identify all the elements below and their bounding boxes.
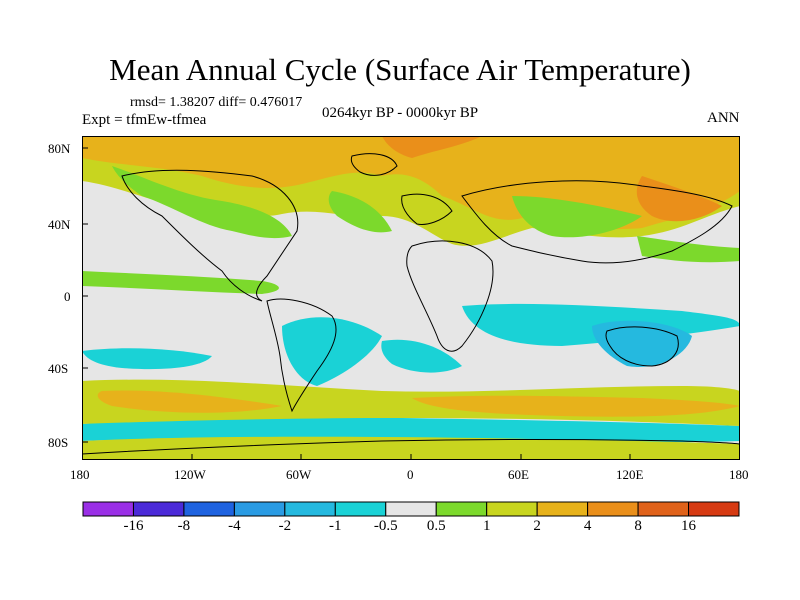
colorbar-swatch — [233, 501, 286, 517]
colorbar-swatch — [536, 501, 589, 517]
colorbar-label: -1 — [329, 518, 342, 534]
colorbar — [82, 501, 740, 517]
ylabel-80s: 80S — [48, 435, 69, 450]
coast-antarctica — [82, 439, 740, 455]
xlabel-120w: 120W — [174, 467, 206, 482]
region-pacific-green — [637, 236, 740, 263]
colorbar-swatch — [486, 501, 538, 517]
colorbar-swatch — [385, 501, 437, 517]
region-asia-warm — [636, 176, 722, 222]
experiment-label: Expt = tfmEw-tfmea — [82, 112, 207, 128]
region-southern-strong — [97, 390, 283, 413]
colorbar-label: 2 — [533, 518, 541, 534]
region-siberia-warm — [382, 136, 482, 158]
ylabel-0: 0 — [64, 289, 71, 304]
colorbar-label: -2 — [278, 518, 292, 534]
coast-australia — [605, 326, 679, 367]
coast-south-america — [266, 298, 337, 413]
colorbar-label: -0.5 — [373, 518, 398, 534]
coast-asia — [461, 180, 733, 264]
colorbar-label: 8 — [634, 518, 642, 534]
colorbar-label: -4 — [228, 518, 241, 534]
colorbar-label: 16 — [681, 518, 697, 534]
temperature-map — [82, 136, 740, 460]
xlabel-180-left: 180 — [70, 467, 90, 482]
region-southern-strong2 — [412, 395, 740, 417]
coast-north-america — [121, 169, 299, 302]
region-atlantic-green — [328, 191, 392, 233]
colorbar-swatch — [688, 501, 740, 517]
coast-africa — [406, 240, 494, 352]
region-pacific-cool — [82, 348, 212, 370]
xlabel-180-right: 180 — [729, 467, 749, 482]
colorbar-label: 4 — [583, 518, 592, 534]
plot-title: Mean Annual Cycle (Surface Air Temperatu… — [109, 52, 691, 87]
xlabel-60e: 60E — [508, 467, 529, 482]
xlabel-120e: 120E — [616, 467, 644, 482]
colorbar-label: 0.5 — [426, 518, 446, 534]
region-samerica-cool — [282, 317, 382, 386]
coast-greenland — [350, 153, 398, 176]
xlabel-60w: 60W — [286, 467, 312, 482]
colorbar-swatch — [132, 501, 185, 517]
colorbar-label: -16 — [123, 518, 144, 534]
ylabel-40s: 40S — [48, 361, 69, 376]
region-namerica-green — [112, 166, 292, 239]
colorbar-swatch — [435, 501, 488, 517]
colorbar-swatch — [82, 501, 134, 517]
colorbar-swatch — [587, 501, 639, 517]
region-southatlantic-cool — [381, 339, 462, 373]
xlabel-0: 0 — [407, 467, 414, 482]
period-label: 0264kyr BP - 0000kyr BP — [322, 105, 479, 121]
colorbar-label: 1 — [482, 518, 491, 534]
colorbar-swatch — [183, 501, 235, 517]
stats-label: rmsd= 1.38207 diff= 0.476017 — [130, 95, 303, 110]
coast-europe — [401, 193, 453, 225]
region-asia-green — [512, 196, 642, 238]
colorbar-swatch — [284, 501, 336, 517]
region-atlantic-band — [82, 271, 279, 294]
region-antarctic-warm — [82, 436, 740, 460]
colorbar-label: -8 — [177, 518, 191, 534]
colorbar-swatch — [637, 501, 690, 517]
region-southern-cool — [82, 417, 740, 443]
ylabel-80n: 80N — [48, 141, 71, 156]
colorbar-swatch — [334, 501, 387, 517]
ylabel-40n: 40N — [48, 217, 71, 232]
season-label: ANN — [707, 110, 740, 126]
